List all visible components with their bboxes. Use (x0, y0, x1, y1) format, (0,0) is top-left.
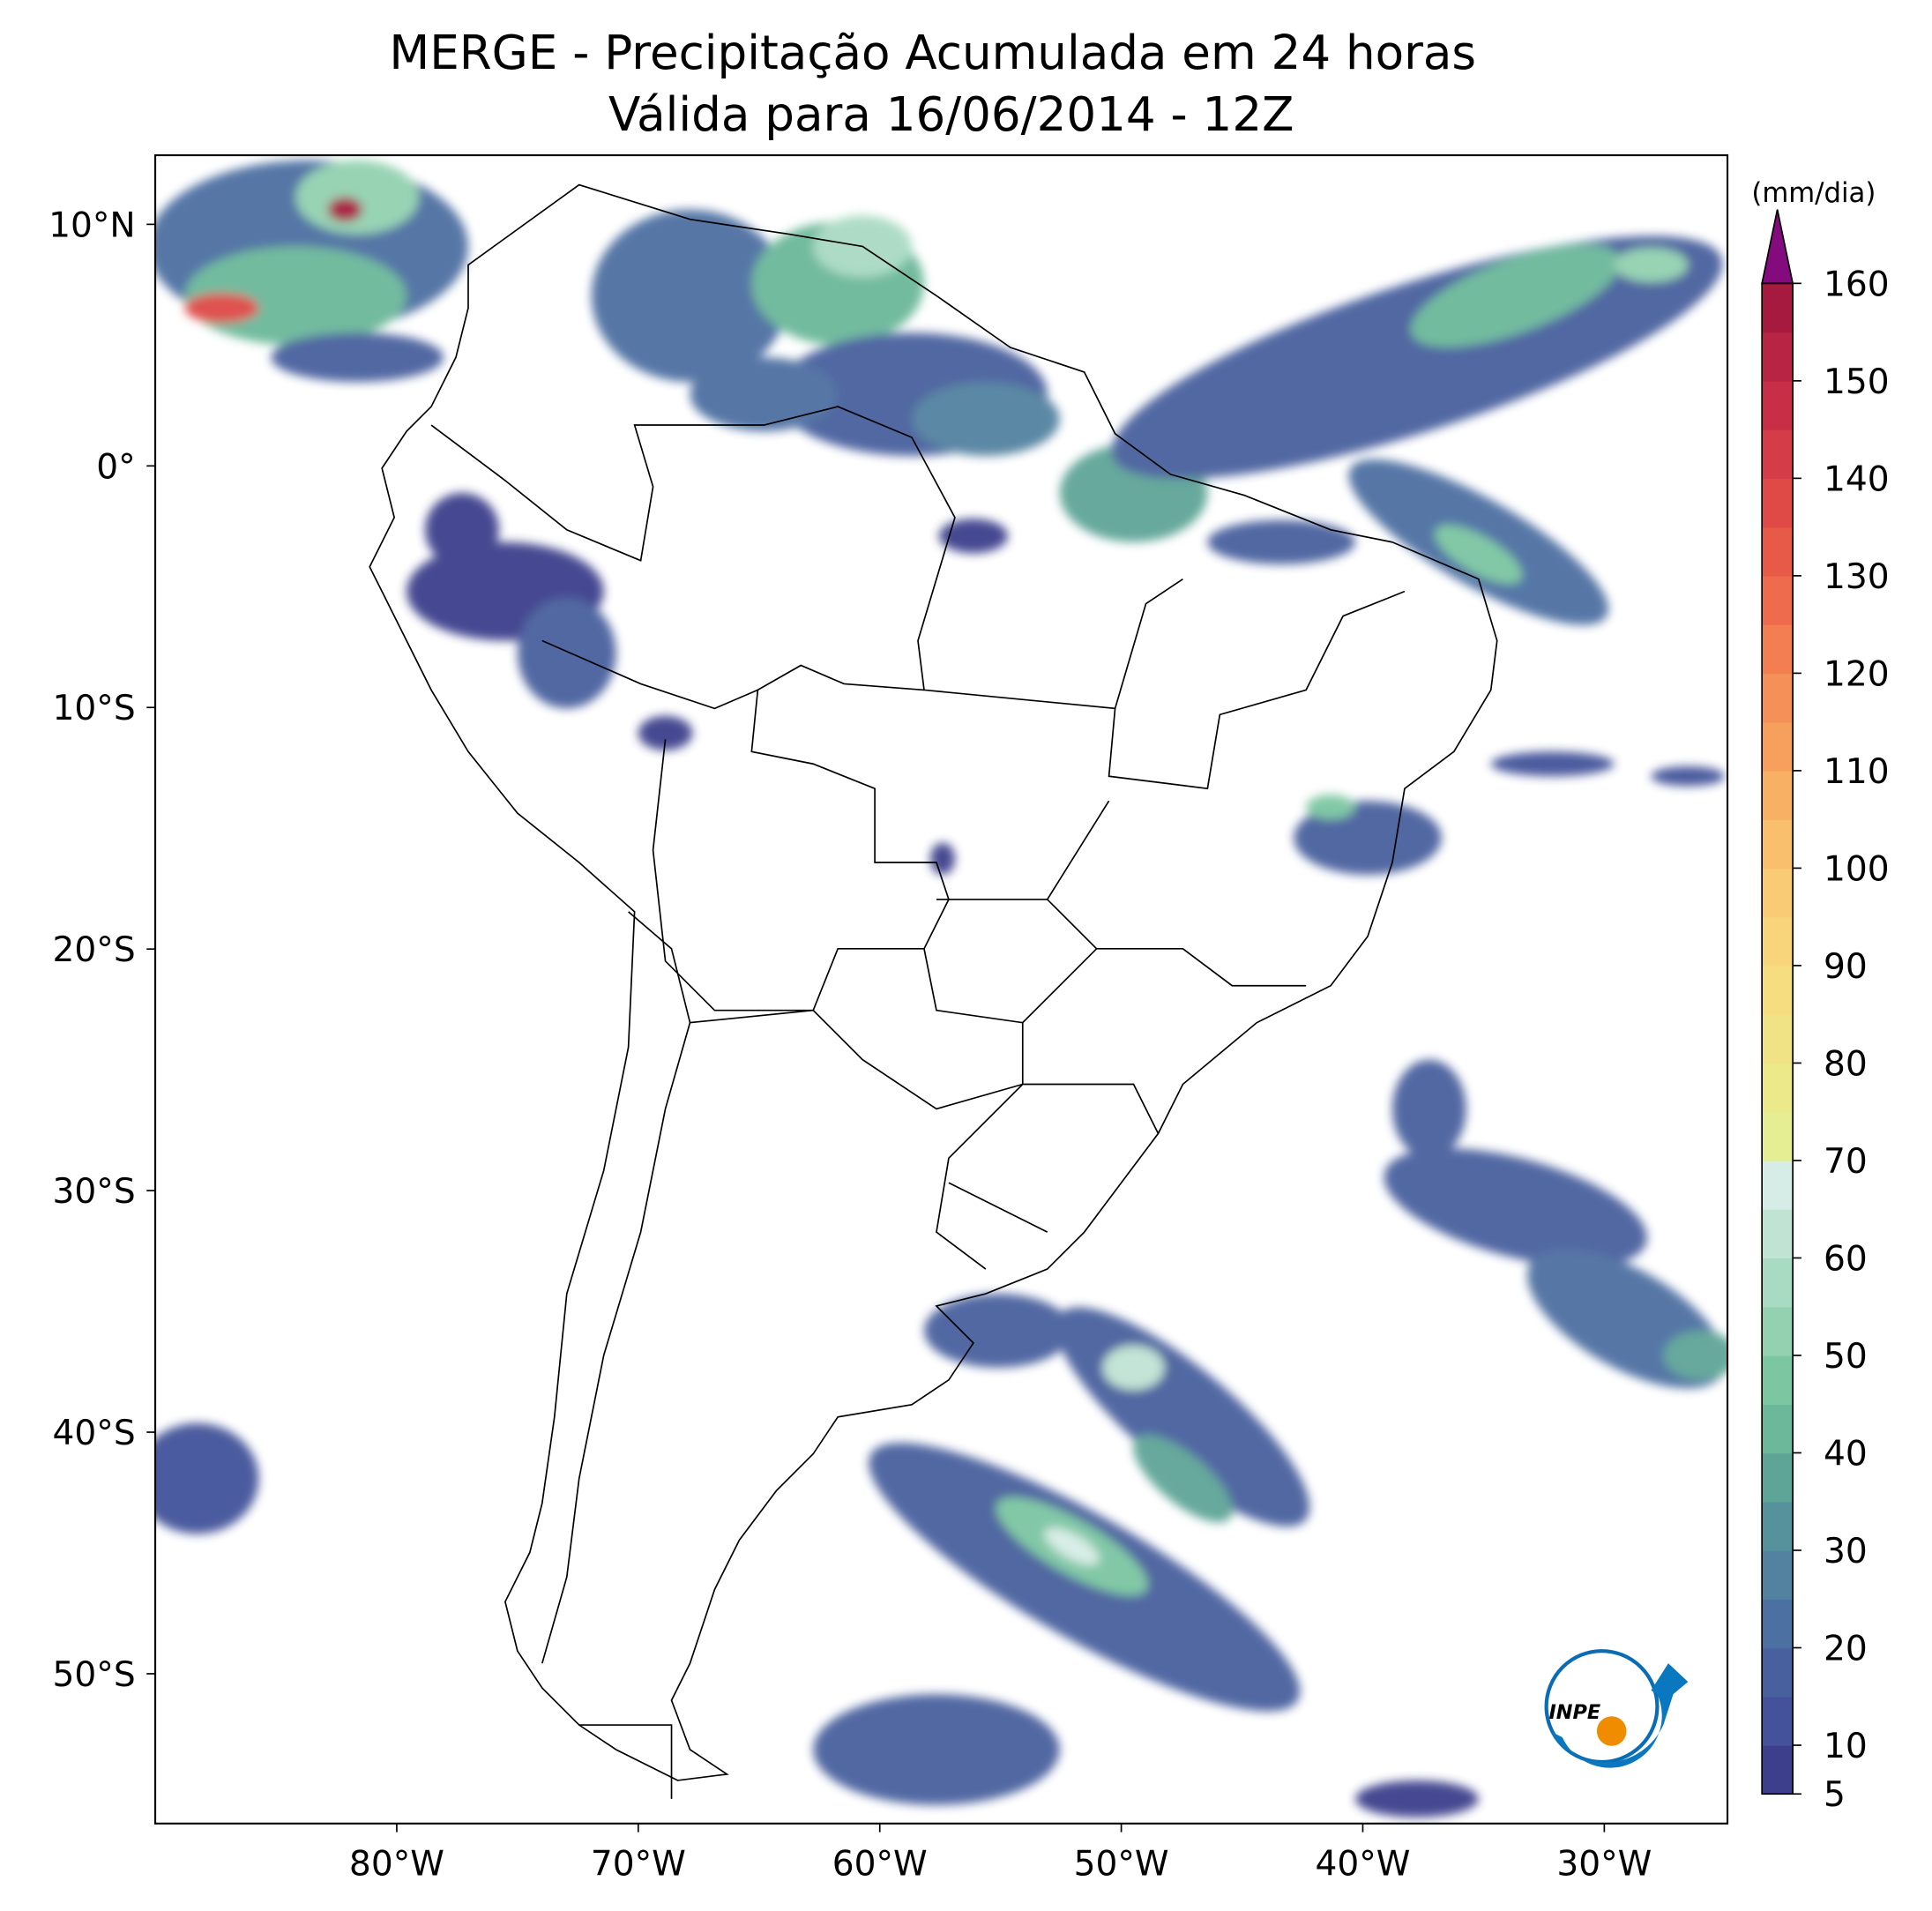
title-line: Válida para 16/06/2014 - 12Z (608, 87, 1294, 142)
colorbar-band (1762, 1355, 1794, 1405)
colorbar-band (1762, 1063, 1794, 1113)
colorbar-extend (1761, 209, 1794, 285)
logo: INPE (1544, 1649, 1689, 1768)
colorbar-band (1762, 1111, 1794, 1161)
colorbar-frame (1761, 282, 1794, 1795)
x-tick-label: 60°W (832, 1844, 928, 1884)
y-tick-label: 10°S (53, 689, 136, 728)
colorbar-tick-label: 5 (1824, 1775, 1846, 1815)
colorbar-band (1762, 1599, 1794, 1649)
colorbar-band (1762, 1549, 1794, 1600)
colorbar-tick-label: 160 (1824, 265, 1890, 304)
colorbar-band (1762, 1696, 1794, 1746)
y-tick-label: 10°N (48, 205, 136, 245)
y-tick-label: 0° (96, 447, 135, 487)
y-tick-label: 40°S (53, 1414, 136, 1453)
colorbar-band (1762, 673, 1794, 723)
x-tick-label: 80°W (349, 1844, 444, 1884)
colorbar-band (1762, 1014, 1794, 1064)
colorbar-band (1762, 721, 1794, 772)
colorbar-band (1762, 916, 1794, 967)
colorbar-tick-label: 60 (1824, 1239, 1868, 1279)
colorbar-band (1762, 575, 1794, 625)
x-tick-label: 40°W (1315, 1844, 1410, 1884)
colorbar-tick-label: 90 (1824, 947, 1868, 987)
map-frame (154, 153, 1729, 1825)
x-tick-label: 70°W (591, 1844, 686, 1884)
colorbar-band (1762, 624, 1794, 675)
colorbar-band (1762, 429, 1794, 480)
colorbar-band (1762, 1647, 1794, 1698)
y-tick-label: 50°S (53, 1655, 136, 1695)
colorbar-band (1762, 1745, 1794, 1795)
colorbar-tick-label: 10 (1824, 1727, 1868, 1766)
colorbar-band (1762, 1452, 1794, 1503)
colorbar-tick-label: 150 (1824, 362, 1890, 402)
colorbar-band (1762, 1160, 1794, 1210)
colorbar-tick-label: 130 (1824, 557, 1890, 597)
colorbar-label: (mm/dia) (1751, 177, 1876, 209)
colorbar-tick-label: 40 (1824, 1434, 1868, 1474)
colorbar-band (1762, 1404, 1794, 1454)
colorbar-band (1762, 770, 1794, 820)
colorbar-tick-label: 20 (1824, 1629, 1868, 1668)
x-tick-label: 50°W (1074, 1844, 1169, 1884)
colorbar-tick-label: 50 (1824, 1337, 1868, 1377)
colorbar-band (1762, 965, 1794, 1015)
y-tick-label: 20°S (53, 930, 136, 970)
x-tick-label: 30°W (1556, 1844, 1652, 1884)
colorbar-tick-label: 30 (1824, 1532, 1868, 1571)
colorbar-band (1762, 1306, 1794, 1356)
colorbar-band (1762, 868, 1794, 918)
colorbar: 5 10 20 30 40 50 60 70 80 90 100 110 120 130 140 150 160 (1761, 209, 1890, 1815)
map-axes: 80°W 70°W 60°W 50°W 40°W 30°W 10°N 0° 10°S 20°S 30… (48, 205, 1652, 1884)
precipitation-field (155, 160, 1728, 1818)
colorbar-band (1762, 819, 1794, 870)
colorbar-tick-label: 80 (1824, 1044, 1868, 1084)
colorbar-band (1762, 1501, 1794, 1551)
y-tick-label: 30°S (53, 1172, 136, 1212)
colorbar-tick-label: 110 (1824, 752, 1890, 792)
colorbar-tick-label: 100 (1824, 849, 1890, 889)
colorbar-band (1762, 332, 1794, 382)
colorbar-band (1762, 380, 1794, 430)
country-outlines (369, 183, 1498, 1799)
colorbar-band (1762, 478, 1794, 528)
colorbar-band (1762, 283, 1794, 333)
colorbar-band (1762, 526, 1794, 577)
colorbar-band (1762, 1209, 1794, 1259)
logo-text: INPE (1548, 1701, 1600, 1724)
colorbar-band (1762, 1258, 1794, 1308)
colorbar-tick-label: 70 (1824, 1142, 1868, 1182)
title-line: MERGE - Precipitação Acumulada em 24 hor… (389, 26, 1476, 80)
colorbar-tick-label: 140 (1824, 459, 1890, 499)
colorbar-tick-label: 120 (1824, 654, 1890, 694)
